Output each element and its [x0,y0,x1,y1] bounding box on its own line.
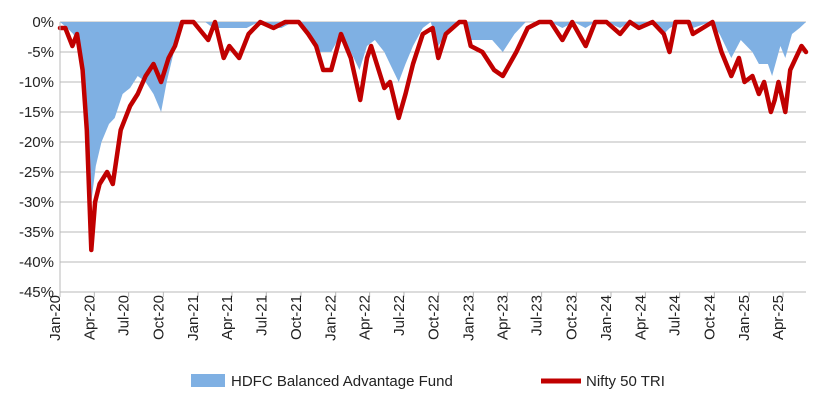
legend-label-nifty-50-tri: Nifty 50 TRI [586,373,665,390]
x-tick-label-1: Apr-20 [81,295,98,340]
y-tick-label-2: -10% [19,74,54,91]
x-tick-label-8: Jan-22 [323,295,340,341]
area-series-hdfc-balanced-advantage-fund [60,22,806,202]
y-axis-ticks: 0% -5% -10% -15% -20% -25% -30% -35% -40% -45% [19,14,54,301]
y-tick-label-1: -5% [27,44,54,61]
x-tick-label-21: Apr-25 [770,295,787,340]
x-tick-label-3: Oct-20 [150,295,167,340]
x-tick-label-16: Jan-24 [598,295,615,341]
legend-swatch-hdfc-balanced-advantage-fund [191,374,225,387]
legend: HDFC Balanced Advantage Fund Nifty 50 TR… [191,373,665,390]
line-series-layer [57,19,809,253]
x-tick-label-6: Jul-21 [253,295,270,336]
y-tick-label-9: -45% [19,284,54,301]
area-series-layer [60,22,806,202]
y-tick-label-8: -40% [19,254,54,271]
x-tick-label-10: Jul-22 [391,295,408,336]
x-tick-label-15: Oct-23 [563,295,580,340]
x-tick-label-2: Jul-20 [116,295,133,336]
x-tick-label-5: Apr-21 [219,295,236,340]
x-axis-ticks: Jan-20 Apr-20 Jul-20 Oct-20 Jan-21 Apr-21 Jul-… [47,292,787,341]
x-tick-label-4: Jan-21 [185,295,202,341]
gridlines [60,21,806,293]
y-tick-label-0: 0% [32,14,54,31]
x-tick-label-7: Oct-21 [288,295,305,340]
x-tick-label-9: Apr-22 [357,295,374,340]
x-tick-label-13: Apr-23 [494,295,511,340]
y-tick-label-7: -35% [19,224,54,241]
x-tick-label-17: Apr-24 [632,295,649,340]
x-tick-label-11: Oct-22 [426,295,443,340]
x-tick-label-12: Jan-23 [460,295,477,341]
x-tick-label-20: Jan-25 [736,295,753,341]
legend-label-hdfc-balanced-advantage-fund: HDFC Balanced Advantage Fund [231,373,453,390]
line-series-nifty-50-tri [57,19,809,253]
y-tick-label-5: -25% [19,164,54,181]
x-tick-label-18: Jul-24 [667,295,684,336]
x-tick-label-19: Oct-24 [701,295,718,340]
y-tick-label-4: -20% [19,134,54,151]
y-tick-label-6: -30% [19,194,54,211]
y-tick-label-3: -15% [19,104,54,121]
x-tick-label-14: Jul-23 [529,295,546,336]
x-tick-label-0: Jan-20 [47,295,64,341]
